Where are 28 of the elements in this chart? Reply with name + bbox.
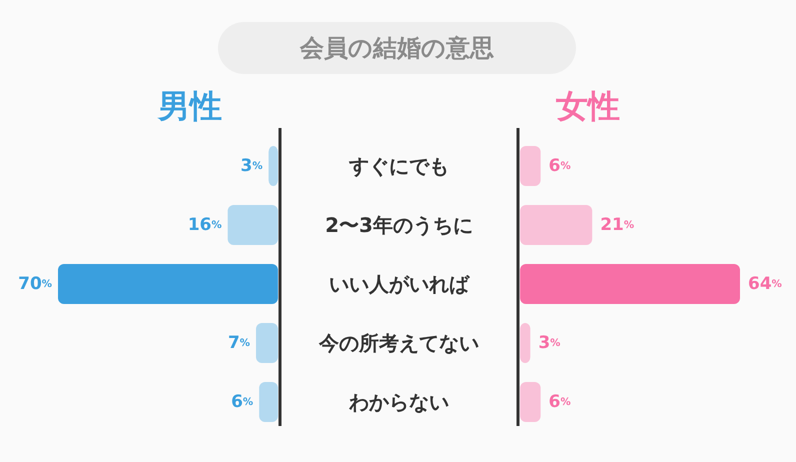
data-label: 3% <box>240 156 263 176</box>
data-label: 16% <box>188 215 222 235</box>
data-label: 3% <box>538 333 560 353</box>
bar <box>520 205 592 245</box>
data-label: 21% <box>600 215 634 235</box>
title: 会員の結婚の意思 <box>218 22 576 74</box>
data-label: 6% <box>231 392 254 412</box>
bar <box>268 146 278 186</box>
data-label: 7% <box>228 333 250 353</box>
bar <box>256 323 278 363</box>
data-label: 64% <box>748 274 782 294</box>
series-label: 女性 <box>555 87 620 125</box>
y-tick-label: いい人がいれば <box>329 272 470 296</box>
bar <box>520 146 541 186</box>
bar <box>520 323 530 363</box>
bar <box>259 382 278 422</box>
y-tick-label: 2〜3年のうちに <box>325 213 473 237</box>
series-label: 男性 <box>157 87 222 125</box>
y-tick-label: すぐにでも <box>348 154 449 178</box>
bar <box>58 264 278 304</box>
data-label: 70% <box>18 274 52 294</box>
y-tick-label: わからない <box>348 390 449 414</box>
bar <box>228 205 278 245</box>
data-label: 6% <box>548 156 571 176</box>
data-label: 6% <box>548 392 571 412</box>
bar <box>520 264 740 304</box>
bar <box>520 382 541 422</box>
y-tick-label: 今の所考えてない <box>318 331 479 355</box>
